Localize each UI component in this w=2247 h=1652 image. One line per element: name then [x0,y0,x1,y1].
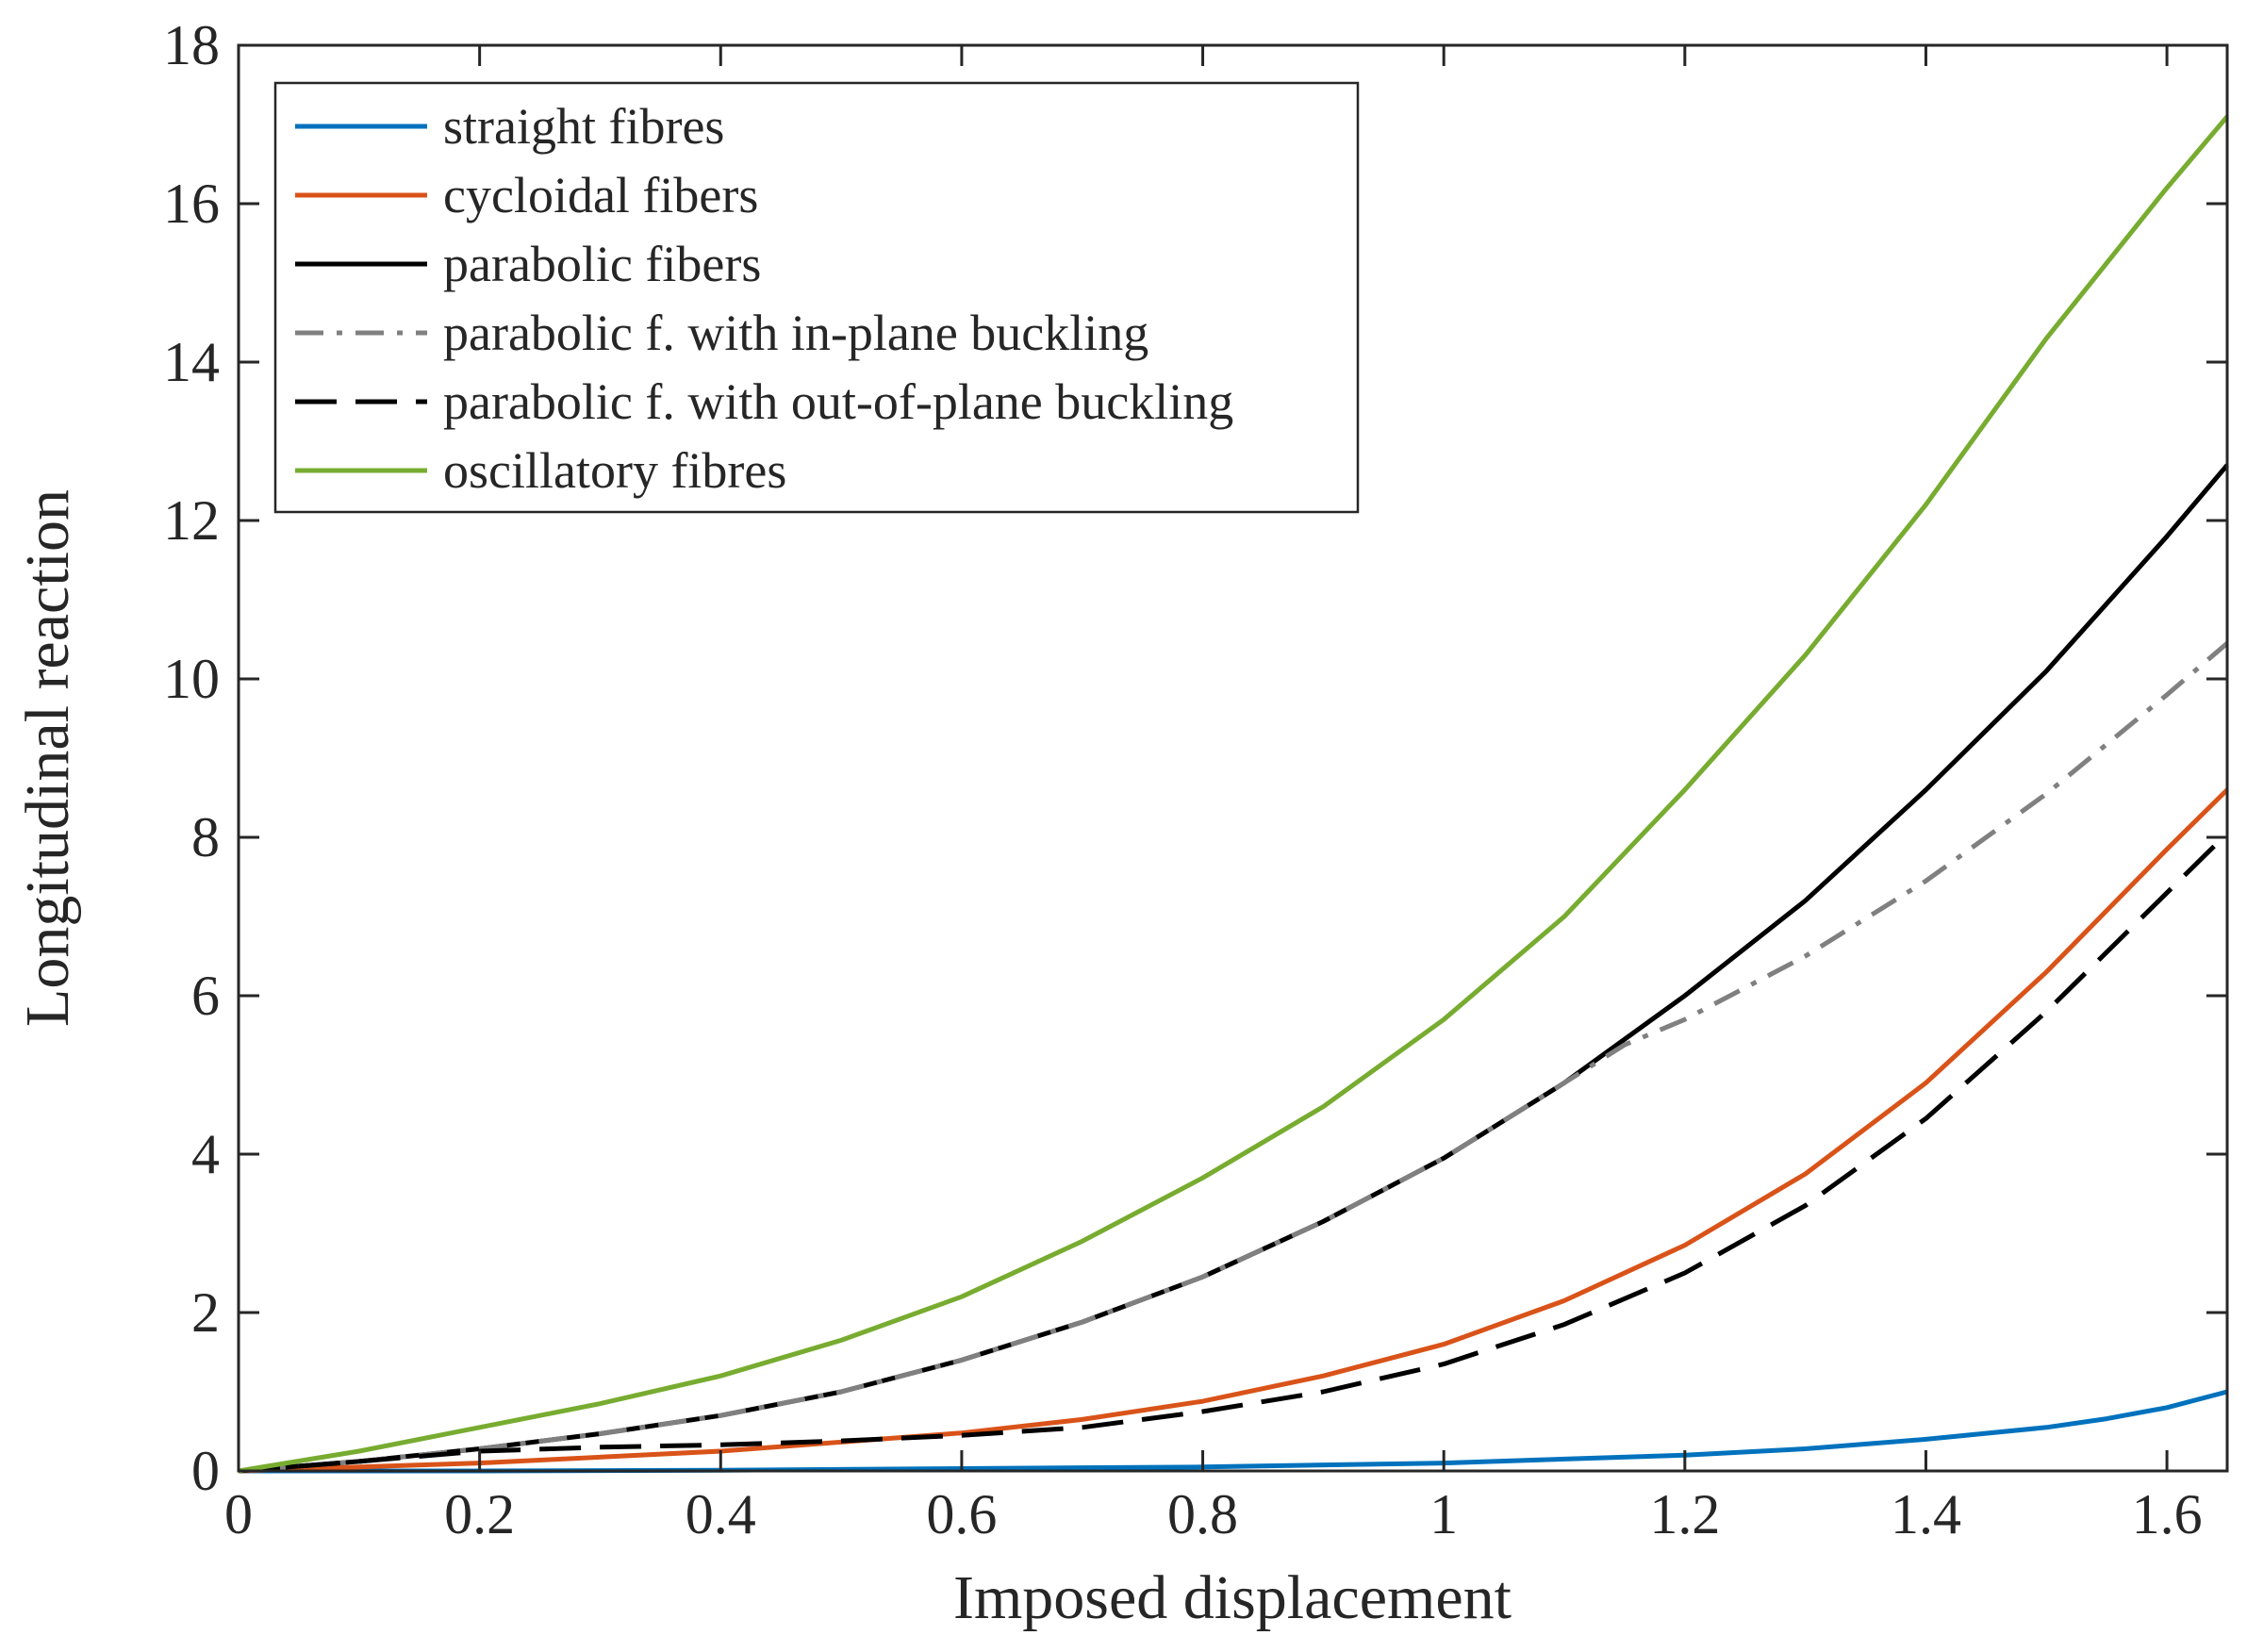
x-tick-label: 0.2 [444,1483,515,1545]
y-axis-ticks: 0 2 4 6 8 10 12 14 16 18 [163,14,2227,1502]
legend-label-parabolic-fibers: parabolic fibers [443,236,761,292]
series-line-cycloidal-fibers [238,787,2229,1474]
y-tick-label: 12 [163,489,220,552]
y-tick-label: 0 [191,1440,220,1502]
y-tick-label: 16 [163,173,220,235]
y-tick-label: 18 [163,14,220,76]
x-tick-label: 0.6 [926,1483,997,1545]
legend-label-oscillatory-fibres: oscillatory fibres [443,442,786,499]
x-tick-label: 0.4 [686,1483,756,1545]
y-tick-label: 14 [163,331,220,393]
y-tick-label: 6 [191,965,220,1027]
y-tick-label: 4 [191,1123,220,1185]
legend-label-cycloidal-fibers: cycloidal fibers [443,167,758,223]
y-axis-label: Longitudinal reaction [13,489,82,1027]
legend-label-parabolic-f-with-in-plane-buckling: parabolic f. with in-plane buckling [443,305,1148,361]
legend-items: straight fibres cycloidal fibers parabolic… [295,98,1233,499]
x-tick-label: 0 [224,1483,253,1545]
x-tick-label: 1 [1429,1483,1458,1545]
x-axis-ticks: 0 0.2 0.4 0.6 0.8 1 1.2 1.4 1.6 [224,45,2203,1545]
y-tick-label: 8 [191,806,220,868]
x-tick-label: 0.8 [1167,1483,1238,1545]
series-line-oscillatory-fibres [238,114,2229,1474]
legend-label-straight-fibres: straight fibres [443,98,724,155]
legend: straight fibres cycloidal fibers parabolic… [273,81,1360,514]
y-tick-label: 2 [191,1281,220,1344]
legend-label-parabolic-f-with-out-of-plane-buckling: parabolic f. with out-of-plane buckling [443,373,1233,430]
x-tick-label: 1.4 [1891,1483,1961,1545]
x-axis-label: Imposed displacement [953,1563,1512,1632]
series-line-parabolic-f-with-in-plane-buckling [238,641,2229,1474]
series-line-parabolic-f-with-out-of-plane-buckling [238,832,2229,1474]
plot-frame [237,43,2229,1473]
legend-box [273,81,1360,514]
x-tick-label: 1.2 [1649,1483,1720,1545]
x-tick-label: 1.6 [2132,1483,2203,1545]
y-tick-label: 10 [163,648,220,710]
